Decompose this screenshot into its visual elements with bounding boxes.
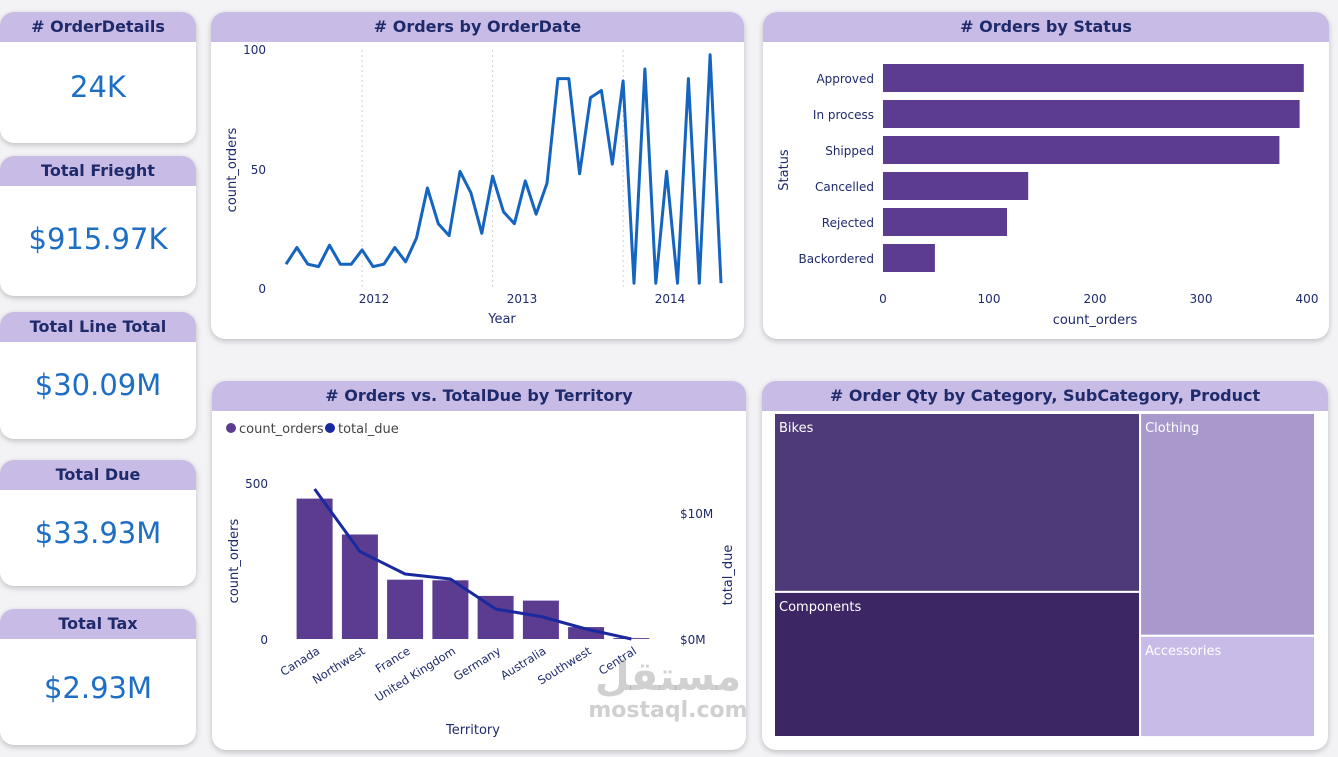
x-tick-label: 2013 <box>507 292 538 306</box>
status-label: Approved <box>816 72 874 86</box>
y-tick-label: 100 <box>243 43 266 57</box>
territory-card: # Orders vs. TotalDue by Territory count… <box>212 381 746 750</box>
status-label: In process <box>813 108 874 122</box>
status-bar <box>883 100 1300 128</box>
legend-label: total_due <box>338 422 399 437</box>
treemap-label: Bikes <box>779 421 814 436</box>
kpi-value: $33.93M <box>34 516 162 550</box>
x-axis-label: Year <box>487 312 516 327</box>
chart-title: # Orders by OrderDate <box>211 12 744 42</box>
chart-title: # Orders vs. TotalDue by Territory <box>212 381 746 411</box>
territory-label: United Kingdom <box>372 644 458 705</box>
chart-title: # Order Qty by Category, SubCategory, Pr… <box>762 381 1328 411</box>
treemap-label: Accessories <box>1145 644 1221 659</box>
kpi-value: $915.97K <box>28 222 168 256</box>
chart-title: # Orders by Status <box>763 12 1329 42</box>
watermark-latin: mostaql.com <box>588 698 748 723</box>
right-tick-label: $10M <box>680 507 713 521</box>
x-axis-label: count_orders <box>1053 313 1138 328</box>
status-bar <box>883 64 1304 92</box>
y-tick-label: 50 <box>251 163 266 177</box>
treemap-chart: Bikes Components Clothing Accessories <box>773 412 1316 739</box>
kpi-value: $30.09M <box>34 368 162 402</box>
kpi-title: Total Tax <box>0 609 196 639</box>
orders-by-date-chart: 100 50 0 2012 2013 2014 Year count_order… <box>225 43 723 327</box>
legend-swatch-count-orders <box>226 423 236 433</box>
territory-bar <box>568 627 605 639</box>
treemap-label: Clothing <box>1145 421 1199 436</box>
status-bar <box>883 208 1007 236</box>
left-tick-label: 500 <box>245 477 268 491</box>
territory-bar <box>387 579 424 639</box>
legend-label: count_orders <box>239 422 324 437</box>
y-axis-label: count_orders <box>225 127 240 212</box>
x-axis-label: Territory <box>445 723 500 738</box>
status-label: Backordered <box>799 252 874 266</box>
kpi-total-due: Total Due $33.93M <box>0 460 196 586</box>
territory-bar <box>477 595 514 639</box>
treemap-card: # Order Qty by Category, SubCategory, Pr… <box>762 381 1328 750</box>
y-axis-label-right: total_due <box>721 545 736 606</box>
kpi-title: Total Frieght <box>0 156 196 186</box>
kpi-total-tax: Total Tax $2.93M <box>0 609 196 745</box>
y-axis-label-left: count_orders <box>227 518 242 603</box>
treemap-tile[interactable] <box>1139 634 1316 739</box>
right-tick-label: $0M <box>680 633 706 647</box>
treemap-tile[interactable] <box>773 412 1142 593</box>
x-tick-label: 100 <box>978 292 1001 306</box>
kpi-title: # OrderDetails <box>0 12 196 42</box>
kpi-value: $2.93M <box>43 671 153 705</box>
total-due-line <box>313 488 632 641</box>
status-bar <box>883 172 1029 200</box>
kpi-title: Total Due <box>0 460 196 490</box>
status-label: Cancelled <box>815 180 874 194</box>
left-tick-label: 0 <box>260 633 268 647</box>
orders-by-status-chart: Approved In process Shipped Cancelled Reject… <box>777 64 1319 328</box>
x-tick-label: 2014 <box>655 292 686 306</box>
legend-swatch-total-due <box>325 423 335 433</box>
kpi-value: 24K <box>70 70 126 104</box>
status-label: Shipped <box>825 144 874 158</box>
treemap-tile[interactable] <box>1139 412 1316 637</box>
x-tick-label: 300 <box>1190 292 1213 306</box>
y-axis-label: Status <box>777 149 792 191</box>
orders-by-date-card: # Orders by OrderDate 100 50 0 2012 2013… <box>211 12 744 339</box>
orders-line <box>284 53 723 285</box>
kpi-order-details: # OrderDetails 24K <box>0 12 196 143</box>
orders-by-status-card: # Orders by Status Approved In process Shi… <box>763 12 1329 339</box>
status-bar <box>883 244 935 272</box>
territory-label: Germany <box>451 644 503 684</box>
status-bar <box>883 136 1280 164</box>
watermark: مستقل mostaql.com <box>588 655 748 723</box>
territory-bar <box>296 498 333 639</box>
kpi-total-line-total: Total Line Total $30.09M <box>0 312 196 439</box>
treemap-label: Components <box>779 600 861 615</box>
x-tick-label: 2012 <box>359 292 390 306</box>
x-tick-label: 200 <box>1084 292 1107 306</box>
territory-bar <box>432 580 469 639</box>
x-tick-label: 0 <box>879 292 887 306</box>
x-tick-label: 400 <box>1296 292 1319 306</box>
watermark-arabic: مستقل <box>594 654 742 700</box>
treemap-tile[interactable] <box>773 590 1142 738</box>
y-tick-label: 0 <box>258 282 266 296</box>
status-label: Rejected <box>822 216 874 230</box>
kpi-total-freight: Total Frieght $915.97K <box>0 156 196 296</box>
kpi-title: Total Line Total <box>0 312 196 342</box>
